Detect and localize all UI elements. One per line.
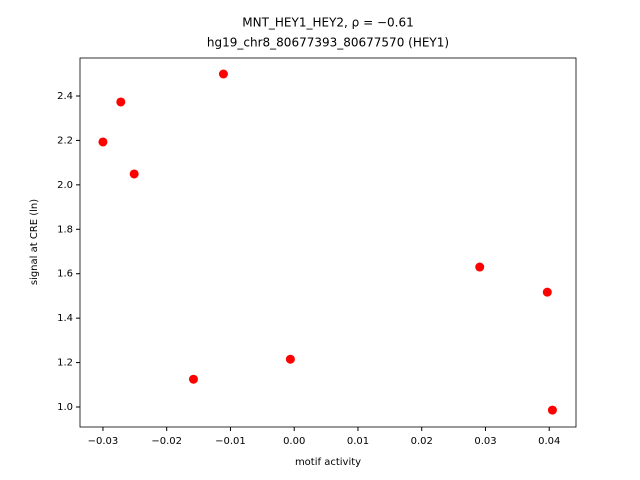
x-tick-label: −0.02	[151, 436, 182, 447]
x-tick-label: 0.04	[538, 436, 560, 447]
y-tick-label: 1.6	[57, 269, 73, 280]
y-tick-label: 2.4	[57, 91, 73, 102]
point	[116, 97, 126, 107]
point	[547, 405, 557, 415]
x-tick-label: 0.03	[474, 436, 496, 447]
chart-title: MNT_HEY1_HEY2, ρ = −0.61	[242, 16, 414, 30]
point	[98, 137, 108, 147]
point	[188, 374, 198, 384]
point	[475, 262, 485, 272]
point	[542, 287, 552, 297]
y-tick-label: 2.0	[57, 180, 73, 191]
y-tick-label: 2.2	[57, 135, 73, 146]
plot-frame	[79, 57, 577, 428]
point	[285, 354, 295, 364]
x-tick-label: −0.01	[215, 436, 246, 447]
y-tick-label: 1.2	[57, 358, 73, 369]
point	[129, 169, 139, 179]
x-axis-label: motif activity	[295, 457, 361, 468]
x-tick-label: 0.01	[347, 436, 369, 447]
x-tick-label: 0.00	[283, 436, 305, 447]
x-tick-label: −0.03	[88, 436, 119, 447]
chart-subtitle: hg19_chr8_80677393_80677570 (HEY1)	[207, 36, 449, 50]
y-tick-label: 1.4	[57, 313, 73, 324]
x-tick-label: 0.02	[411, 436, 433, 447]
y-tick-label: 1.8	[57, 224, 73, 235]
point	[218, 69, 228, 79]
y-tick-label: 1.0	[57, 402, 73, 413]
y-axis-label: signal at CRE (ln)	[29, 199, 40, 285]
